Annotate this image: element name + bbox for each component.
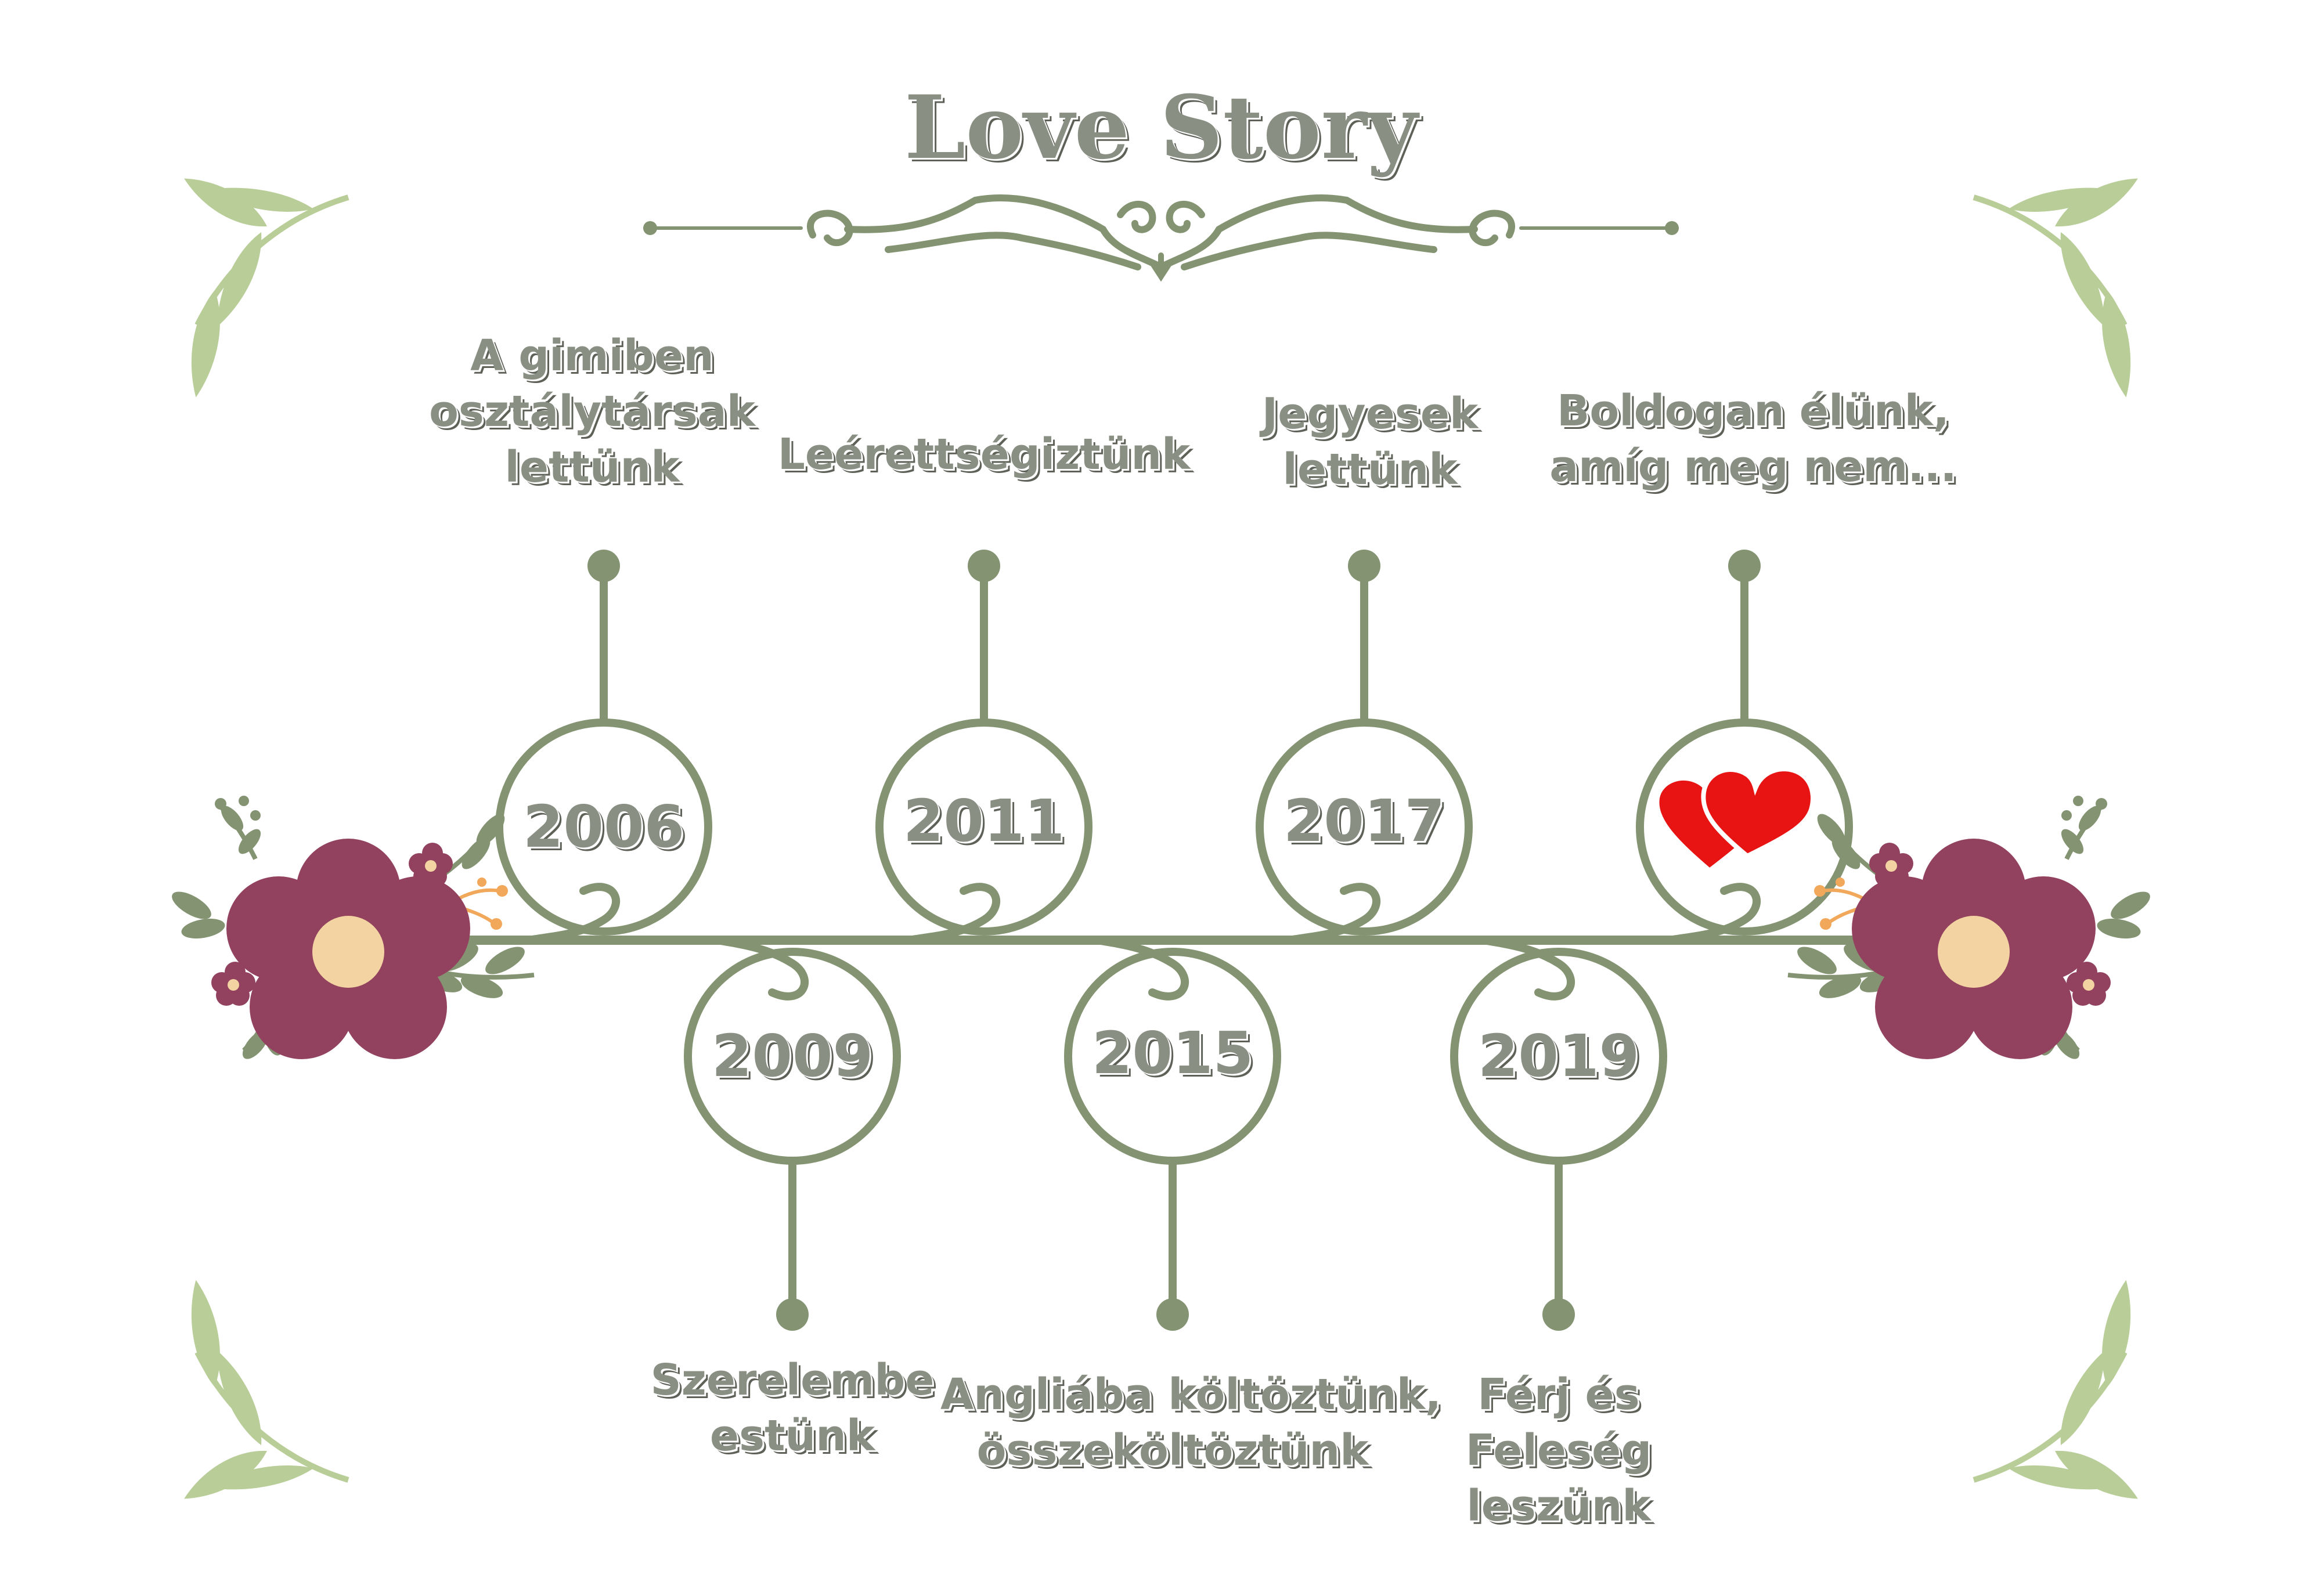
leaf-branch-icon	[178, 1277, 349, 1510]
timeline-dot	[1348, 550, 1380, 582]
year-2011: 2011	[903, 787, 1065, 855]
leaf-branch-icon	[1973, 167, 2144, 400]
ornament-divider-icon	[643, 194, 1679, 282]
timeline-node-bottom	[684, 936, 901, 1319]
event-label-2009: Szerelembe estünk	[560, 1352, 1025, 1464]
event-line: osztálytársak	[429, 387, 755, 436]
event-label-2011: Leérettségiztünk	[752, 427, 1216, 482]
event-label-2006: A gimiben osztálytársak lettünk	[360, 328, 824, 495]
event-line: leszünk	[1466, 1481, 1651, 1531]
year-2015: 2015	[1091, 1019, 1254, 1087]
event-line: estünk	[709, 1411, 875, 1461]
timeline-dot	[968, 550, 1000, 582]
event-line: Boldogan élünk,	[1556, 386, 1949, 436]
leaf-branch-icon	[1973, 1277, 2144, 1510]
year-2019: 2019	[1477, 1022, 1640, 1090]
timeline-node-top	[495, 562, 712, 944]
timeline-node-top	[1256, 562, 1473, 944]
event-line: Leérettségiztünk	[777, 429, 1191, 479]
event-line: lettünk	[1282, 445, 1458, 494]
year-2017: 2017	[1283, 787, 1445, 855]
leaf-branch-icon	[178, 167, 349, 400]
event-label-2019: Férj és Feleség leszünk	[1326, 1367, 1791, 1534]
event-line: Feleség	[1465, 1425, 1652, 1475]
event-line: A gimiben	[470, 331, 714, 381]
event-line: amíg meg nem...	[1549, 442, 1957, 492]
event-line: Jegyesek	[1261, 389, 1479, 439]
event-line: Férj és	[1477, 1370, 1640, 1420]
timeline-dot	[1156, 1298, 1189, 1331]
event-line: Angliába költöztünk,	[940, 1370, 1442, 1420]
timeline-dot	[587, 550, 620, 582]
timeline-dot	[1542, 1298, 1575, 1331]
timeline-node-bottom	[1064, 936, 1281, 1319]
event-label-last: Boldogan élünk, amíg meg nem...	[1521, 383, 1985, 494]
flower-icon	[1787, 796, 2150, 1059]
year-2009: 2009	[711, 1022, 874, 1090]
event-label-2017: Jegyesek lettünk	[1138, 386, 1602, 497]
event-line: lettünk	[504, 442, 680, 492]
timeline-node-top	[1636, 562, 1853, 944]
two-hearts-icon	[1654, 766, 1815, 874]
event-label-2015: Angliába költöztünk, összeköltöztünk	[940, 1367, 1442, 1478]
page-title: Love Story	[904, 77, 1418, 179]
flower-icon	[172, 796, 535, 1059]
timeline-dot	[1728, 550, 1761, 582]
year-2006: 2006	[522, 793, 685, 861]
event-line: összeköltöztünk	[976, 1425, 1369, 1475]
timeline-dot	[776, 1298, 809, 1331]
timeline-node-top	[875, 562, 1093, 944]
event-line: Szerelembe	[650, 1355, 935, 1405]
timeline-node-bottom	[1450, 936, 1667, 1319]
